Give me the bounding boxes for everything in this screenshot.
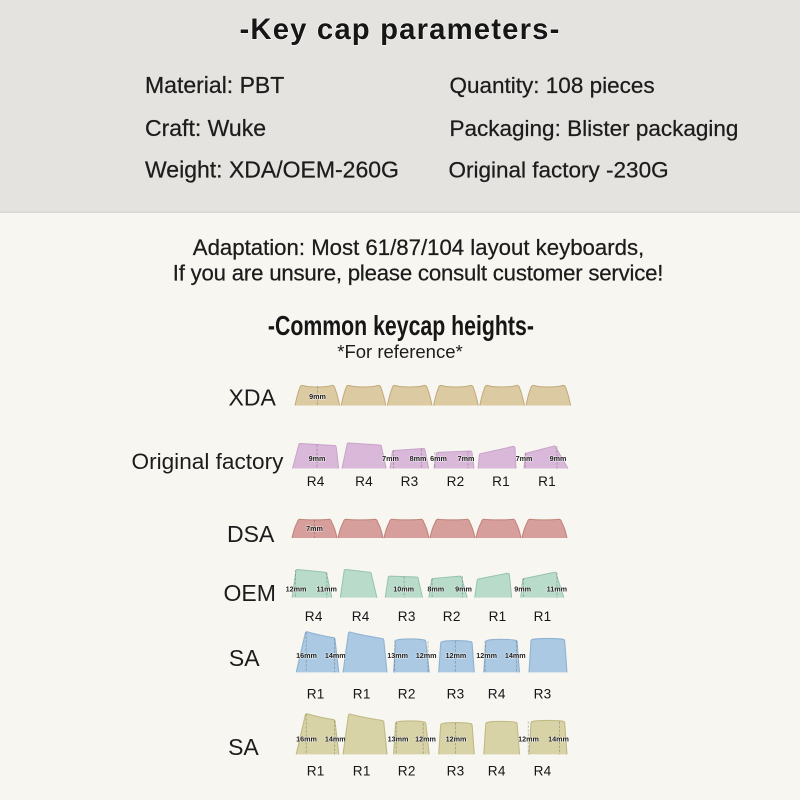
svg-text:7mm: 7mm	[516, 454, 533, 463]
svg-text:9mm: 9mm	[514, 585, 531, 594]
svg-text:14mm: 14mm	[548, 735, 569, 744]
svg-text:R2: R2	[398, 764, 416, 779]
svg-text:14mm: 14mm	[325, 651, 346, 660]
svg-text:R1: R1	[353, 764, 371, 779]
svg-text:8mm: 8mm	[410, 454, 427, 463]
svg-text:R1: R1	[534, 609, 552, 624]
svg-text:R4: R4	[488, 764, 506, 779]
svg-text:8mm: 8mm	[427, 585, 444, 594]
svg-text:SA: SA	[228, 734, 259, 760]
svg-text:DSA: DSA	[227, 521, 275, 547]
svg-text:Weight: XDA/OEM-260G: Weight: XDA/OEM-260G	[145, 157, 399, 183]
svg-text:14mm: 14mm	[505, 651, 526, 660]
svg-text:11mm: 11mm	[547, 585, 567, 594]
svg-text:R1: R1	[307, 764, 325, 779]
svg-text:11mm: 11mm	[317, 585, 337, 594]
svg-text:R1: R1	[307, 687, 325, 702]
svg-text:R3: R3	[447, 764, 465, 779]
svg-text:R1: R1	[353, 687, 371, 702]
svg-text:XDA: XDA	[229, 385, 277, 411]
svg-text:R3: R3	[447, 687, 465, 702]
svg-text:R4: R4	[355, 474, 373, 489]
svg-text:7mm: 7mm	[306, 524, 323, 533]
svg-text:12mm: 12mm	[476, 651, 497, 660]
svg-text:SA: SA	[229, 645, 260, 671]
svg-text:16mm: 16mm	[296, 735, 317, 744]
svg-text:Craft: Wuke: Craft: Wuke	[145, 115, 266, 141]
svg-text:R2: R2	[447, 474, 465, 489]
svg-text:7mm: 7mm	[382, 454, 399, 463]
svg-text:Original factory: Original factory	[132, 449, 285, 474]
svg-text:9mm: 9mm	[455, 585, 472, 594]
svg-text:If you are unsure, please cons: If you are unsure, please consult custom…	[173, 261, 664, 286]
svg-text:9mm: 9mm	[309, 392, 326, 401]
svg-text:R1: R1	[489, 609, 507, 624]
svg-text:R1: R1	[538, 474, 556, 489]
svg-text:9mm: 9mm	[309, 454, 326, 463]
svg-text:13mm: 13mm	[388, 735, 409, 744]
svg-text:R4: R4	[534, 764, 552, 779]
svg-text:-Common keycap heights-: -Common keycap heights-	[268, 312, 534, 342]
svg-text:12mm: 12mm	[415, 735, 436, 744]
svg-text:R3: R3	[534, 687, 552, 702]
svg-text:6mm: 6mm	[430, 454, 447, 463]
svg-text:12mm: 12mm	[446, 735, 467, 744]
svg-text:R2: R2	[443, 609, 461, 624]
svg-text:12mm: 12mm	[446, 651, 467, 660]
svg-text:7mm: 7mm	[458, 454, 475, 463]
svg-text:12mm: 12mm	[286, 585, 307, 594]
svg-text:R4: R4	[305, 609, 323, 624]
svg-text:Quantity: 108 pieces: Quantity: 108 pieces	[450, 73, 655, 98]
svg-text:Packaging: Blister packaging: Packaging: Blister packaging	[450, 116, 739, 141]
svg-text:R3: R3	[401, 474, 419, 489]
svg-text:12mm: 12mm	[518, 735, 539, 744]
svg-text:Original factory -230G: Original factory -230G	[449, 158, 669, 183]
svg-text:R1: R1	[492, 474, 510, 489]
svg-text:Adaptation: Most 61/87/104 lay: Adaptation: Most 61/87/104 layout keyboa…	[193, 235, 644, 260]
svg-text:R4: R4	[307, 474, 325, 489]
svg-text:9mm: 9mm	[550, 454, 567, 463]
svg-text:-Key cap parameters-: -Key cap parameters-	[240, 13, 561, 46]
svg-text:R4: R4	[352, 609, 370, 624]
svg-text:Material: PBT: Material: PBT	[145, 72, 284, 98]
svg-text:R4: R4	[488, 687, 506, 702]
svg-text:14mm: 14mm	[325, 735, 346, 744]
svg-text:R3: R3	[398, 609, 416, 624]
svg-text:*For reference*: *For reference*	[337, 341, 462, 362]
svg-text:16mm: 16mm	[296, 651, 317, 660]
svg-text:13mm: 13mm	[387, 651, 408, 660]
svg-text:R2: R2	[398, 687, 416, 702]
svg-text:10mm: 10mm	[393, 585, 414, 594]
svg-text:OEM: OEM	[224, 580, 276, 606]
svg-text:12mm: 12mm	[416, 651, 437, 660]
